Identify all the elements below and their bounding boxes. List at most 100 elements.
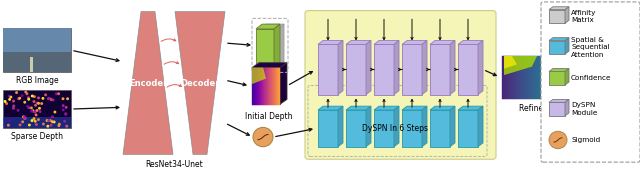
Text: Refined Depth: Refined Depth bbox=[518, 104, 573, 113]
Bar bbox=[502, 56, 590, 98]
Point bbox=[47, 120, 58, 123]
FancyBboxPatch shape bbox=[541, 2, 640, 162]
Point bbox=[17, 94, 28, 97]
Point bbox=[54, 92, 64, 95]
Point bbox=[6, 96, 16, 98]
Point bbox=[40, 94, 51, 96]
Point bbox=[13, 109, 23, 112]
Point bbox=[58, 109, 68, 111]
Text: DySPN In 6 Steps: DySPN In 6 Steps bbox=[362, 124, 429, 133]
Point bbox=[50, 111, 60, 113]
Polygon shape bbox=[549, 69, 569, 71]
Point bbox=[22, 92, 32, 95]
Polygon shape bbox=[549, 7, 569, 10]
Point bbox=[32, 102, 42, 104]
Point bbox=[27, 95, 37, 97]
Polygon shape bbox=[478, 106, 483, 147]
Point bbox=[24, 98, 34, 101]
Polygon shape bbox=[252, 63, 287, 67]
Point bbox=[12, 91, 22, 94]
Polygon shape bbox=[402, 106, 427, 110]
Point bbox=[29, 100, 39, 103]
Point bbox=[45, 119, 56, 122]
Text: Encoder: Encoder bbox=[129, 79, 167, 88]
Point bbox=[20, 101, 30, 104]
Polygon shape bbox=[318, 106, 343, 110]
Point bbox=[61, 113, 71, 115]
Polygon shape bbox=[346, 106, 371, 110]
Polygon shape bbox=[549, 102, 565, 116]
Polygon shape bbox=[346, 44, 366, 95]
Point bbox=[19, 117, 29, 119]
Point bbox=[43, 125, 53, 128]
Point bbox=[4, 119, 15, 122]
Point bbox=[44, 97, 54, 100]
Point bbox=[46, 124, 56, 127]
Polygon shape bbox=[430, 110, 450, 147]
Point bbox=[49, 121, 60, 123]
Polygon shape bbox=[549, 99, 569, 102]
Point bbox=[31, 104, 41, 107]
Polygon shape bbox=[346, 110, 366, 147]
Point bbox=[30, 120, 40, 123]
Point bbox=[8, 100, 19, 103]
Polygon shape bbox=[549, 40, 565, 54]
Polygon shape bbox=[565, 7, 569, 23]
Point bbox=[9, 105, 19, 107]
Polygon shape bbox=[318, 44, 338, 95]
Polygon shape bbox=[450, 106, 455, 147]
Point bbox=[19, 115, 29, 118]
Point bbox=[61, 125, 72, 128]
Polygon shape bbox=[318, 40, 343, 44]
Polygon shape bbox=[422, 106, 427, 147]
Point bbox=[4, 95, 14, 97]
Polygon shape bbox=[565, 99, 569, 116]
Point bbox=[44, 119, 54, 122]
Point bbox=[30, 110, 40, 113]
Point bbox=[15, 124, 25, 126]
Point bbox=[51, 92, 61, 95]
Polygon shape bbox=[394, 40, 399, 95]
Polygon shape bbox=[402, 110, 422, 147]
Polygon shape bbox=[374, 110, 394, 147]
Point bbox=[3, 124, 13, 126]
Polygon shape bbox=[458, 40, 483, 44]
Text: Decoder: Decoder bbox=[180, 79, 220, 88]
Polygon shape bbox=[256, 24, 280, 29]
Text: Sigmoid: Sigmoid bbox=[571, 137, 600, 143]
Point bbox=[38, 97, 48, 100]
Point bbox=[29, 110, 40, 113]
Polygon shape bbox=[252, 67, 266, 84]
Text: DySPN
Module: DySPN Module bbox=[571, 102, 597, 116]
Point bbox=[38, 123, 49, 125]
Point bbox=[27, 119, 37, 122]
Polygon shape bbox=[252, 67, 280, 104]
Point bbox=[26, 110, 36, 113]
Point bbox=[44, 97, 54, 100]
Polygon shape bbox=[374, 44, 394, 95]
Point bbox=[46, 98, 56, 101]
Point bbox=[0, 100, 10, 103]
Bar bbox=[3, 90, 71, 128]
FancyBboxPatch shape bbox=[305, 11, 496, 159]
Bar bbox=[3, 117, 71, 128]
Polygon shape bbox=[274, 24, 280, 67]
Polygon shape bbox=[402, 40, 427, 44]
Bar bbox=[3, 52, 71, 72]
Polygon shape bbox=[256, 29, 274, 67]
Point bbox=[35, 110, 45, 113]
Polygon shape bbox=[504, 56, 517, 69]
Point bbox=[54, 123, 65, 126]
Polygon shape bbox=[318, 110, 338, 147]
Polygon shape bbox=[338, 40, 343, 95]
Text: Initial Depth: Initial Depth bbox=[245, 112, 292, 121]
Polygon shape bbox=[280, 63, 287, 104]
Point bbox=[1, 102, 12, 105]
Polygon shape bbox=[346, 40, 371, 44]
Polygon shape bbox=[450, 40, 455, 95]
Point bbox=[48, 99, 58, 101]
Point bbox=[31, 123, 42, 126]
Polygon shape bbox=[430, 44, 450, 95]
Polygon shape bbox=[458, 110, 478, 147]
Polygon shape bbox=[260, 29, 278, 67]
